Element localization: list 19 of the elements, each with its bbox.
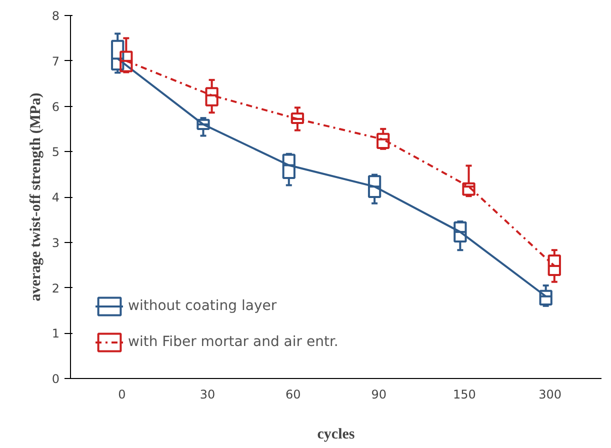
y-tick-label: 0 — [52, 372, 60, 386]
y-tick-label: 7 — [52, 54, 60, 68]
x-axis-title: cycles — [317, 426, 355, 442]
y-tick-label: 6 — [52, 100, 60, 114]
y-tick-label: 2 — [52, 281, 60, 296]
legend-label: with Fiber mortar and air entr. — [128, 334, 338, 350]
x-tick-label: 150 — [453, 388, 476, 402]
y-tick-label: 8 — [52, 9, 60, 23]
x-tick-label: 60 — [286, 388, 301, 402]
y-tick-label: 3 — [52, 236, 60, 250]
x-tick-label: 90 — [371, 388, 386, 402]
legend-label: without coating layer — [128, 298, 277, 314]
y-tick-label: 5 — [52, 145, 60, 160]
y-axis-title: average twist-off strength (MPa) — [28, 92, 44, 302]
x-tick-label: 30 — [200, 388, 216, 402]
x-tick-label: 0 — [118, 388, 126, 402]
y-tick-label: 1 — [52, 326, 60, 341]
x-tick-label: 300 — [538, 388, 562, 402]
y-tick-label: 4 — [52, 190, 60, 204]
